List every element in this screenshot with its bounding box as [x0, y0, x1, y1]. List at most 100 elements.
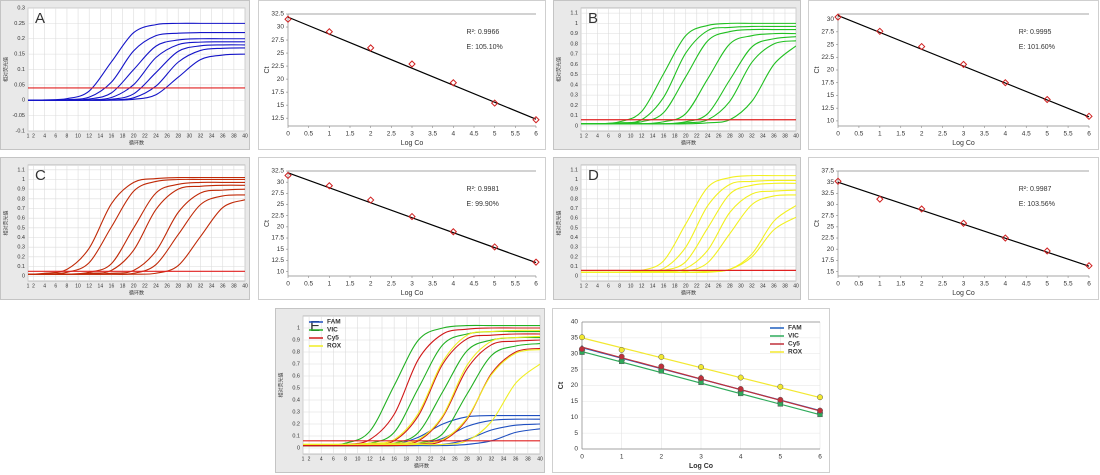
data-point [698, 364, 704, 371]
x-tick-label: 36 [220, 283, 226, 289]
y-tick-label: 0.4 [17, 235, 25, 241]
annotation: E: 105.10% [467, 44, 503, 51]
x-tick-label: 20 [416, 456, 422, 462]
x-tick-label: 28 [175, 283, 181, 289]
x-tick-label: 30 [738, 283, 744, 289]
x-tick-label: 34 [501, 456, 507, 462]
panel-background [808, 0, 1099, 150]
x-tick-label: 30 [187, 133, 193, 139]
amplification-curve [303, 363, 540, 446]
y-tick-label: 32.5 [821, 190, 834, 197]
x-tick-label: 24 [440, 456, 446, 462]
y-tick-label: 0.6 [570, 62, 578, 68]
y-tick-label: 20 [277, 76, 285, 83]
x-tick-label: 0 [580, 454, 584, 461]
y-tick-label: 0.2 [570, 103, 578, 109]
panel-label: A [35, 10, 45, 27]
x-tick-label: 2.5 [387, 131, 396, 138]
y-tick-label: 0.1 [570, 113, 578, 119]
x-tick-label: 6 [332, 456, 335, 462]
data-point [834, 13, 842, 21]
x-tick-label: 20 [683, 283, 689, 289]
x-tick-label: 0.5 [304, 281, 313, 288]
x-tick-label: 32 [489, 456, 495, 462]
y-tick-label: 0.1 [17, 67, 25, 73]
x-tick-label: 12 [86, 283, 92, 289]
y-tick-label: 0.8 [570, 41, 578, 47]
x-tick-label: 4 [596, 283, 599, 289]
data-point [408, 60, 416, 68]
y-tick-label: 27.5 [821, 212, 834, 219]
x-tick-label: 8 [618, 283, 621, 289]
x-tick-label: 6 [607, 133, 610, 139]
panel-label: B [588, 10, 598, 27]
x-tick-label: 2 [32, 133, 35, 139]
x-tick-label: 5 [493, 281, 497, 288]
x-tick-label: 2.5 [938, 281, 947, 288]
data-point [737, 386, 744, 392]
x-tick-label: 8 [66, 133, 69, 139]
x-tick-label: 4 [452, 131, 456, 138]
y-tick-label: 35 [827, 179, 835, 186]
y-tick-label: 0 [22, 274, 25, 280]
data-point [817, 394, 823, 401]
y-tick-label: 0.7 [17, 206, 25, 212]
data-point [658, 353, 665, 360]
x-tick-label: 8 [66, 283, 69, 289]
x-tick-label: 36 [513, 456, 519, 462]
panel-label: C [35, 167, 46, 184]
y-tick-label: 0.25 [14, 21, 25, 27]
y-tick-label: 17.5 [271, 89, 284, 96]
x-tick-label: 1 [302, 456, 305, 462]
panel-label: E [310, 318, 320, 335]
y-tick-label: 0.7 [292, 361, 300, 367]
x-tick-label: 4 [739, 454, 743, 461]
x-tick-label: 16 [661, 283, 667, 289]
y-axis-label: 相对荧光值 [555, 57, 562, 82]
x-tick-label: 1.5 [345, 131, 354, 138]
x-tick-label: 1.5 [345, 281, 354, 288]
y-tick-label: 0.5 [292, 385, 300, 391]
x-tick-label: 28 [727, 133, 733, 139]
x-tick-label: 10 [75, 133, 81, 139]
x-tick-label: 10 [628, 133, 634, 139]
x-tick-label: 24 [705, 133, 711, 139]
y-tick-label: 25 [827, 224, 835, 231]
x-axis-label: 循环数 [129, 289, 144, 296]
data-point [777, 383, 784, 390]
data-point [1043, 247, 1051, 255]
y-tick-label: 32.5 [271, 11, 284, 18]
annotation: R²: 0.9995 [1019, 29, 1052, 36]
x-tick-label: 26 [716, 133, 722, 139]
x-tick-label: 5.5 [1064, 281, 1073, 288]
y-tick-label: 10 [571, 414, 579, 421]
y-tick-label: 0.2 [292, 421, 300, 427]
x-tick-label: 12 [639, 283, 645, 289]
y-tick-label: 37.5 [821, 168, 834, 175]
data-point [490, 243, 499, 251]
y-tick-label: 12.5 [271, 115, 284, 122]
y-tick-label: 0.8 [292, 349, 300, 355]
data-point [1001, 79, 1010, 87]
y-axis-label: Ct [558, 381, 565, 389]
amplification-curve [28, 53, 245, 101]
x-tick-label: 34 [760, 133, 766, 139]
x-tick-label: 3 [410, 131, 414, 138]
x-tick-label: 40 [242, 133, 248, 139]
x-tick-label: 34 [209, 283, 215, 289]
data-point [1085, 262, 1093, 270]
y-tick-label: 1 [575, 177, 578, 183]
y-axis-label: 相对荧光值 [555, 210, 562, 235]
x-tick-label: 6 [534, 281, 538, 288]
x-tick-label: 20 [131, 133, 137, 139]
annotation: E: 101.60% [1019, 44, 1055, 51]
x-tick-label: 26 [164, 133, 170, 139]
data-point [618, 353, 625, 360]
x-tick-label: 6 [54, 133, 57, 139]
x-tick-label: 26 [716, 283, 722, 289]
data-point [1001, 234, 1010, 242]
y-tick-label: 17.5 [821, 257, 834, 264]
x-tick-label: 0.5 [854, 281, 863, 288]
